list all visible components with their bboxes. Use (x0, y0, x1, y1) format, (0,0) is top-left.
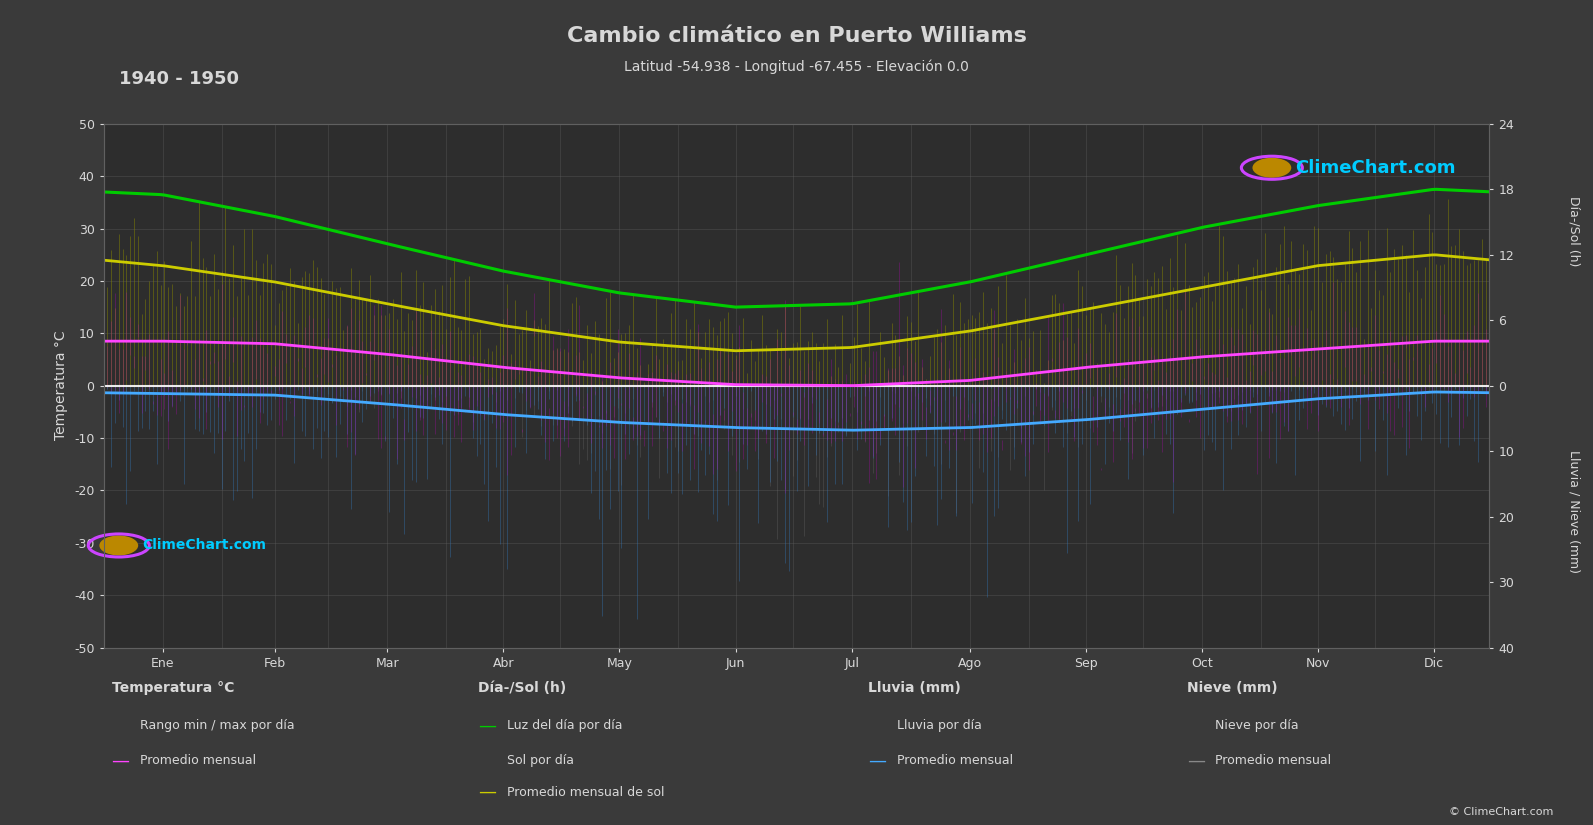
Text: Latitud -54.938 - Longitud -67.455 - Elevación 0.0: Latitud -54.938 - Longitud -67.455 - Ele… (624, 59, 969, 74)
Text: Sol por día: Sol por día (507, 754, 573, 767)
Text: © ClimeChart.com: © ClimeChart.com (1448, 807, 1553, 817)
Text: 1940 - 1950: 1940 - 1950 (119, 70, 239, 88)
Text: Nieve por día: Nieve por día (1215, 719, 1298, 733)
Text: Lluvia por día: Lluvia por día (897, 719, 981, 733)
Text: Promedio mensual: Promedio mensual (140, 754, 256, 767)
Text: Día-/Sol (h): Día-/Sol (h) (1568, 196, 1580, 266)
Text: —: — (112, 752, 129, 770)
Text: Promedio mensual: Promedio mensual (1215, 754, 1332, 767)
Y-axis label: Temperatura °C: Temperatura °C (54, 331, 68, 441)
Text: Nieve (mm): Nieve (mm) (1187, 681, 1278, 695)
Text: —: — (478, 717, 495, 735)
Text: Rango min / max por día: Rango min / max por día (140, 719, 295, 733)
Text: Luz del día por día: Luz del día por día (507, 719, 623, 733)
Text: Promedio mensual de sol: Promedio mensual de sol (507, 785, 664, 799)
Text: —: — (478, 783, 495, 801)
Text: ClimeChart.com: ClimeChart.com (1295, 158, 1456, 177)
Text: ClimeChart.com: ClimeChart.com (142, 539, 266, 553)
Text: Cambio climático en Puerto Williams: Cambio climático en Puerto Williams (567, 26, 1026, 46)
Text: Día-/Sol (h): Día-/Sol (h) (478, 681, 566, 695)
Text: Promedio mensual: Promedio mensual (897, 754, 1013, 767)
Text: —: — (1187, 752, 1204, 770)
Ellipse shape (99, 535, 139, 555)
Ellipse shape (1252, 158, 1292, 177)
Text: —: — (868, 752, 886, 770)
Text: Lluvia (mm): Lluvia (mm) (868, 681, 961, 695)
Text: Lluvia / Nieve (mm): Lluvia / Nieve (mm) (1568, 450, 1580, 573)
Text: Temperatura °C: Temperatura °C (112, 681, 234, 695)
